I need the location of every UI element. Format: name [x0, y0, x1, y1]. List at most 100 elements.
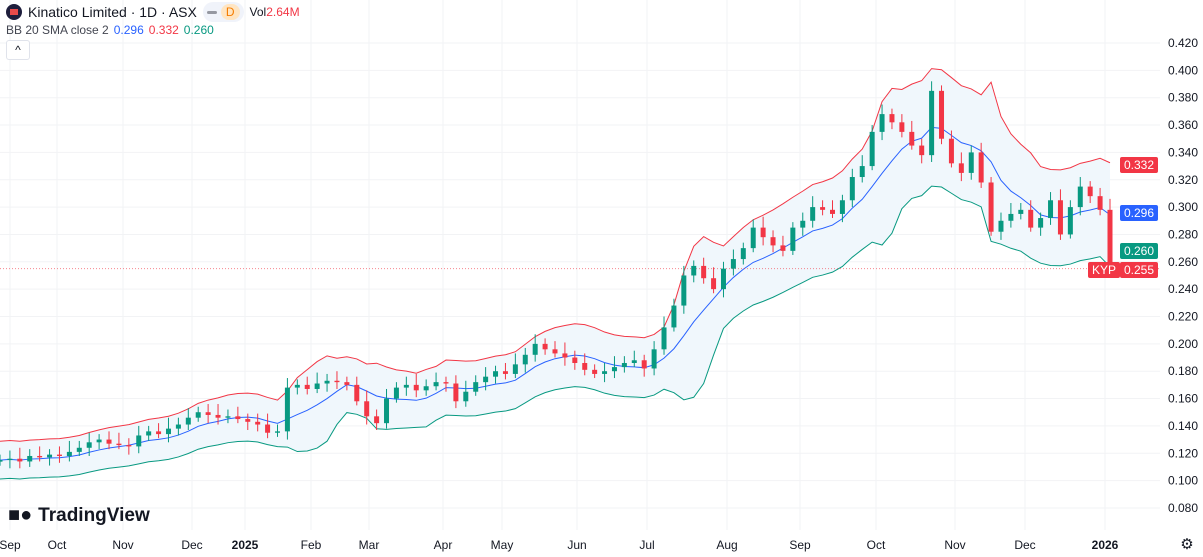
x-tick-label: Nov: [112, 538, 133, 552]
candle-body: [1008, 213, 1014, 221]
candle-body: [839, 200, 845, 214]
candle-body: [1107, 209, 1113, 269]
x-tick-label: Apr: [434, 538, 453, 552]
candle-body: [294, 384, 300, 388]
candle-body: [7, 458, 13, 461]
candle-body: [374, 416, 380, 424]
minus-icon: [206, 10, 217, 14]
volume-label-text: Vol: [249, 5, 267, 19]
y-tick-label: 0.420: [1168, 36, 1198, 50]
y-tick-label: 0.180: [1168, 364, 1198, 378]
bb-lower-value: 0.260: [183, 23, 214, 37]
candle-body: [354, 384, 360, 402]
y-tick-label: 0.200: [1168, 337, 1198, 351]
candle-body: [820, 207, 826, 210]
candle-body: [522, 354, 528, 365]
y-tick-label: 0.320: [1168, 173, 1198, 187]
x-tick-label: Mar: [359, 538, 380, 552]
candle-body: [948, 138, 954, 164]
candle-body: [780, 245, 786, 251]
y-tick-label: 0.340: [1168, 145, 1198, 159]
candle-body: [205, 412, 211, 415]
candle-body: [909, 131, 915, 146]
y-tick-label: 0.080: [1168, 501, 1198, 515]
candle-body: [76, 447, 82, 452]
candle-body: [621, 362, 627, 368]
company-logo: [6, 4, 22, 20]
tradingview-logo[interactable]: ■● TradingView: [8, 504, 150, 527]
x-tick-label: Aug: [716, 538, 737, 552]
candle-body: [96, 439, 102, 443]
candle-body: [671, 305, 677, 328]
candle-body: [47, 454, 53, 458]
symbol-legend: Kinatico Limited · 1D · ASX D Vol2.64M: [6, 2, 300, 22]
candle-body: [998, 220, 1004, 232]
candle-body: [889, 114, 895, 123]
candle-body: [453, 383, 459, 402]
candle-body: [602, 371, 608, 374]
candle-body: [512, 364, 518, 374]
y-tick-label: 0.100: [1168, 474, 1198, 488]
candle-body: [711, 278, 717, 290]
x-tick-label: Jul: [639, 538, 654, 552]
candle-body: [255, 421, 261, 425]
candle-body: [830, 209, 835, 214]
candle-body: [245, 419, 251, 422]
settings-gear-icon[interactable]: ⚙: [1180, 536, 1194, 553]
symbol-title[interactable]: Kinatico Limited · 1D · ASX: [28, 4, 197, 20]
candle-body: [473, 382, 479, 392]
bb-upper-price-tag: 0.332: [1120, 157, 1159, 173]
candle-body: [165, 428, 171, 435]
candle-body: [552, 349, 558, 354]
candle-body: [116, 443, 122, 446]
candle-body: [988, 182, 994, 232]
candle-body: [175, 424, 181, 429]
bb-label: BB 20 SMA close 2: [6, 23, 109, 37]
interval-pill[interactable]: D: [202, 2, 244, 22]
candle-body: [611, 367, 617, 372]
candle-body: [582, 362, 588, 370]
candle-body: [790, 227, 796, 251]
candle-body: [403, 384, 409, 388]
candle-body: [562, 353, 568, 358]
candle-body: [810, 207, 816, 221]
last-price-tag: 0.255: [1120, 262, 1159, 278]
candle-body: [1057, 200, 1063, 235]
tradingview-wordmark: TradingView: [38, 504, 150, 526]
candle-body: [284, 387, 290, 432]
candle-body: [502, 371, 508, 374]
volume-value: 2.64M: [266, 5, 300, 19]
candle-body: [849, 177, 855, 201]
collapse-legend-button[interactable]: ^: [6, 40, 30, 60]
candle-body: [463, 391, 469, 402]
candle-body: [958, 163, 964, 173]
candle-body: [265, 424, 271, 433]
candle-body: [304, 384, 310, 389]
candle-body: [215, 414, 221, 418]
candle-body: [1067, 207, 1073, 235]
candle-body: [314, 383, 320, 389]
y-tick-label: 0.380: [1168, 91, 1198, 105]
bb-legend[interactable]: BB 20 SMA close 2 0.296 0.332 0.260: [6, 23, 214, 37]
candle-body: [493, 371, 499, 377]
candle-body: [532, 343, 538, 355]
x-tick-label: Dec: [1014, 538, 1035, 552]
candle-body: [978, 152, 984, 183]
candle-body: [681, 275, 687, 306]
candle-body: [146, 431, 152, 436]
candle-body: [334, 380, 340, 383]
x-tick-label: Sep: [789, 538, 811, 552]
bb-basis-price-tag: 0.296: [1120, 205, 1159, 221]
candle-body: [483, 376, 489, 383]
delayed-badge[interactable]: D: [220, 4, 240, 20]
candle-body: [1038, 218, 1044, 228]
candle-body: [661, 327, 667, 350]
candle-body: [235, 416, 241, 420]
candle-body: [572, 357, 578, 363]
candle-body: [968, 152, 974, 173]
candle-body: [760, 227, 766, 238]
candle-body: [750, 227, 756, 249]
y-tick-label: 0.280: [1168, 227, 1198, 241]
